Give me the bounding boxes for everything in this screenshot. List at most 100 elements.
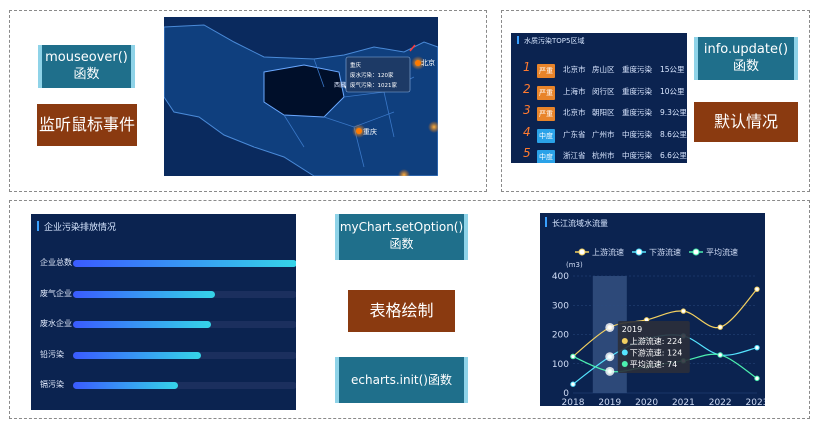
top5-province: 浙江省 — [563, 151, 586, 160]
tooltip-line: 下游流速: 124 — [630, 348, 683, 358]
data-point — [570, 353, 576, 360]
top5-distance: 6.6公里 — [660, 151, 687, 160]
x-tick-label: 2023 — [746, 398, 765, 406]
y-tick-label: 400 — [552, 272, 569, 282]
top5-distance: 15公里 — [660, 65, 685, 74]
top5-panel: 水质污染TOP5区域 1 严重 北京市 房山区 重度污染 15公里 2 严重 上海市 闵行区 重度污… — [511, 33, 687, 163]
mouseover-function-label: mouseover() 函数 — [38, 45, 135, 88]
bar-category-label: 镉污染 — [40, 380, 64, 389]
data-point — [680, 308, 687, 314]
y-axis-unit: (m3) — [566, 261, 583, 269]
bar-track — [73, 382, 296, 389]
top5-level-badge: 严重 — [537, 107, 555, 121]
legend-label: 下游流速 — [649, 247, 681, 257]
china-map-panel[interactable]: 北京 重庆 西藏 重庆 废水污染：120家 废气污染：1021家 — [164, 17, 438, 176]
top5-district: 杭州市 — [592, 151, 615, 160]
top5-district: 广州市 — [592, 129, 615, 139]
label-chongqing: 重庆 — [363, 127, 377, 136]
top5-district: 闵行区 — [592, 86, 615, 96]
setoption-line1: myChart.setOption() — [339, 220, 464, 234]
flow-chart-title-text: 长江流域水流量 — [552, 219, 608, 228]
setoption-function-label: myChart.setOption() 函数 — [335, 214, 468, 260]
flow-line-chart: 0 100 200 300 400 (m3) 2018 2019 2020 2021 2022 202… — [552, 247, 765, 406]
top5-distance: 10公里 — [660, 86, 685, 96]
enterprise-chart-title-text: 企业污染排放情况 — [44, 223, 117, 233]
info-update-line1: info.update() — [703, 42, 789, 57]
tooltip-line-3: 废气污染：1021家 — [350, 81, 397, 89]
top5-title-text: 水质污染TOP5区域 — [524, 37, 585, 45]
info-update-function-label: info.update() 函数 — [694, 37, 798, 80]
top5-type: 重度污染 — [622, 86, 652, 96]
bar-category-label: 废气企业 — [40, 288, 72, 298]
tooltip-marker — [621, 338, 628, 344]
top5-type: 中度污染 — [622, 129, 652, 139]
top5-type: 重度污染 — [622, 65, 652, 74]
bar-fill — [73, 260, 296, 267]
data-point — [754, 286, 760, 292]
legend-marker — [635, 248, 643, 256]
y-tick-label: 100 — [552, 360, 569, 370]
top5-province: 北京市 — [563, 65, 586, 74]
label-tibet: 西藏 — [334, 81, 346, 89]
setoption-line2: 函数 — [389, 237, 414, 251]
section-charts — [9, 200, 810, 419]
section-top5 — [501, 10, 810, 192]
top5-district: 房山区 — [592, 65, 615, 74]
enterprise-chart-title: 企业污染排放情况 — [37, 220, 116, 233]
top5-level-badge: 严重 — [537, 85, 555, 100]
enterprise-pollution-panel: 企业污染排放情况 企业总数117废气企业74废水企业72铅污染67镉污染55 — [31, 214, 296, 410]
top5-rank: 4 — [523, 124, 531, 139]
top5-title: 水质污染TOP5区域 — [517, 36, 584, 46]
map-highlight-region — [263, 64, 345, 118]
highlight-point — [605, 366, 615, 376]
top5-level-badge: 中度 — [537, 150, 555, 163]
x-tick-label: 2020 — [635, 398, 658, 406]
top5-rank: 3 — [523, 103, 531, 117]
chart-tooltip-box — [617, 321, 690, 373]
y-tick-label: 300 — [552, 301, 569, 311]
highlight-point — [605, 322, 615, 332]
tooltip-line: 平均流速: 74 — [630, 359, 677, 369]
tooltip-line-1: 重庆 — [350, 61, 362, 69]
data-point — [570, 381, 576, 387]
highlight-point — [605, 352, 615, 362]
top5-level-badge: 中度 — [537, 128, 555, 143]
china-map: 北京 重庆 西藏 重庆 废水污染：120家 废气污染：1021家 — [164, 24, 438, 176]
bar-track — [73, 290, 296, 298]
x-tick-label: 2019 — [598, 398, 621, 406]
data-point — [717, 324, 723, 330]
top5-rank: 5 — [523, 146, 531, 160]
bar-category-label: 铅污染 — [40, 349, 64, 359]
bar-category-label: 废水企业 — [40, 319, 72, 328]
bar-fill — [73, 351, 202, 359]
data-point — [754, 344, 760, 351]
tooltip-line: 上游流速: 224 — [630, 336, 683, 346]
y-tick-label: 0 — [563, 389, 569, 399]
bar-track — [73, 321, 296, 328]
bar-track — [73, 351, 296, 359]
top5-level-badge: 严重 — [537, 64, 555, 78]
bar-track — [73, 260, 296, 267]
x-tick-label: 2022 — [709, 398, 732, 406]
top5-rank: 2 — [523, 81, 531, 96]
label-beijing: 北京 — [421, 58, 435, 67]
top5-type: 中度污染 — [622, 151, 652, 160]
section-map-events — [9, 10, 487, 192]
top5-province: 上海市 — [563, 86, 586, 96]
default-situation-label: 默认情况 — [694, 102, 798, 142]
y-tick-label: 200 — [552, 331, 569, 341]
top5-rank: 1 — [523, 60, 531, 74]
bar-fill — [73, 321, 211, 328]
echarts-init-function-label: echarts.init()函数 — [335, 357, 468, 403]
bar-fill — [73, 290, 215, 298]
map-tooltip-box — [345, 56, 411, 93]
top5-province: 北京市 — [563, 108, 586, 117]
top5-distance: 9.3公里 — [660, 108, 687, 117]
mouseover-line2: 函数 — [73, 67, 100, 82]
x-tick-label: 2018 — [562, 398, 585, 406]
tooltip-year: 2019 — [622, 325, 642, 334]
top5-district: 朝阳区 — [592, 108, 615, 117]
yangtze-flow-panel: 长江流域水流量 0 100 200 300 400 (m3) 2018 2019 2020 202… — [540, 213, 765, 406]
x-tick-label: 2021 — [672, 398, 695, 406]
legend-label: 平均流速 — [706, 247, 738, 257]
